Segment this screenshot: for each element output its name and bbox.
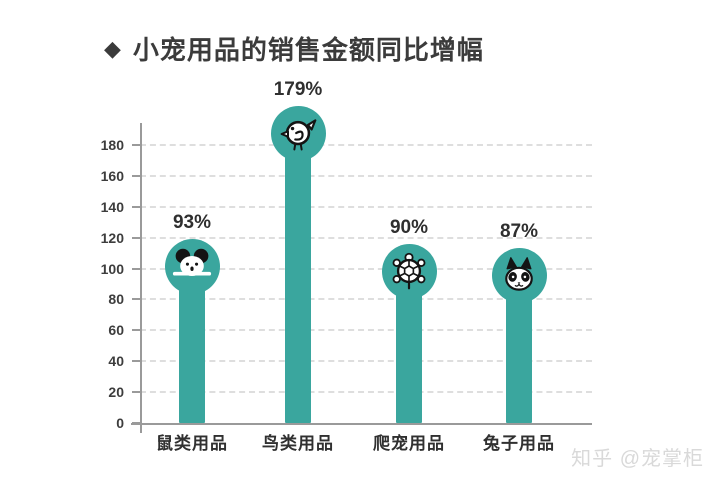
y-tick-label-20: 20: [108, 384, 124, 401]
gridline-80: [140, 298, 592, 301]
gridline-100: [140, 267, 592, 270]
value-label-鼠类用品: 93%: [172, 211, 212, 233]
y-tick-label-80: 80: [108, 291, 124, 308]
gridline-20: [140, 391, 592, 394]
y-tick-160: [132, 174, 140, 177]
y-tick-180: [132, 144, 140, 146]
chart-header: ◆ 小宠用品的销售金额同比增幅: [104, 30, 484, 67]
gridline-40: [140, 360, 592, 363]
mouse-icon: [172, 249, 212, 277]
bar-鸟类用品: [285, 146, 311, 423]
y-tick-label-100: 100: [100, 260, 124, 277]
bubble-爬宠用品: [381, 243, 437, 299]
y-tick-60: [132, 329, 140, 332]
watermark-text: 知乎 @宠掌柜: [571, 448, 704, 470]
bar-兔子用品: [506, 288, 532, 423]
turtle-icon: [392, 252, 426, 290]
value-label-兔子用品: 87%: [499, 221, 539, 243]
y-tick-label-40: 40: [108, 353, 124, 370]
gridline-140: [140, 205, 592, 208]
y-tick-100: [132, 267, 140, 270]
y-tick-label-140: 140: [100, 198, 124, 215]
y-tick-80: [132, 298, 140, 301]
value-label-鸟类用品: 179%: [273, 79, 323, 101]
watermark: 知乎 @宠掌柜: [571, 442, 704, 471]
diamond-bullet-icon: ◆: [104, 35, 121, 61]
gridline-180: [140, 144, 592, 146]
bar-鼠类用品: [179, 279, 205, 423]
gridline-160: [140, 174, 592, 177]
bird-icon: [280, 118, 317, 150]
x-axis-line: [131, 423, 592, 425]
x-axis-label-鼠类用品: 鼠类用品: [156, 434, 228, 453]
bubble-兔子用品: [491, 248, 547, 304]
value-label-爬宠用品: 90%: [389, 216, 429, 238]
y-axis-line: [140, 123, 142, 433]
bubble-鸟类用品: [270, 106, 326, 162]
y-tick-label-0: 0: [116, 415, 124, 431]
y-tick-140: [132, 205, 140, 208]
y-tick-120: [132, 236, 140, 239]
y-tick-0: [132, 422, 140, 424]
y-tick-label-180: 180: [100, 137, 124, 153]
rabbit-icon: [505, 256, 533, 291]
y-tick-label-120: 120: [100, 229, 124, 246]
x-axis-label-鸟类用品: 鸟类用品: [262, 434, 334, 453]
y-tick-label-60: 60: [108, 322, 124, 339]
y-tick-label-160: 160: [100, 167, 124, 184]
y-tick-20: [132, 391, 140, 394]
x-axis-label-兔子用品: 兔子用品: [483, 434, 555, 453]
gridline-60: [140, 329, 592, 332]
bar-爬宠用品: [396, 284, 422, 423]
x-axis-label-爬宠用品: 爬宠用品: [373, 434, 445, 453]
gridline-120: [140, 236, 592, 239]
y-tick-40: [132, 360, 140, 363]
chart-title: 小宠用品的销售金额同比增幅: [132, 35, 484, 65]
bubble-鼠类用品: [164, 238, 220, 294]
